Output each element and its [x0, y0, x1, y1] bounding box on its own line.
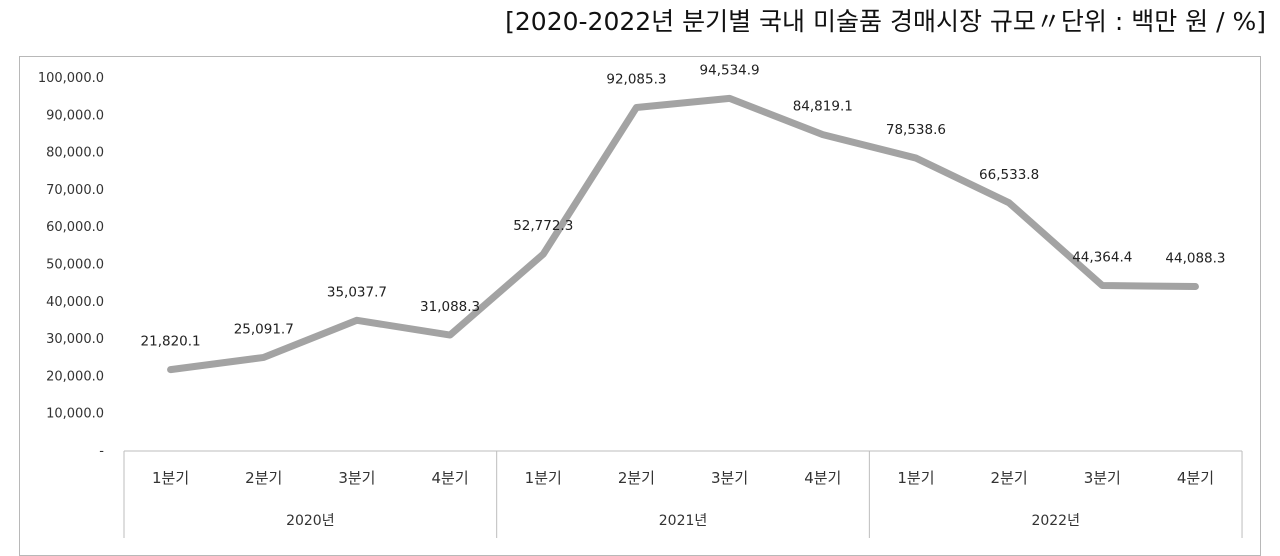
- x-tick-label: 3분기: [711, 469, 748, 487]
- series-line: [171, 98, 1196, 369]
- y-tick-label: 100,000.0: [38, 71, 104, 86]
- y-tick-label: 10,000.0: [46, 407, 104, 422]
- data-label: 21,820.1: [141, 334, 201, 350]
- y-tick-label: 90,000.0: [46, 108, 104, 123]
- y-tick-label: 70,000.0: [46, 183, 104, 198]
- x-tick-label: 1분기: [525, 469, 562, 487]
- data-label: 78,538.6: [886, 122, 946, 138]
- x-tick-label: 2분기: [245, 469, 282, 487]
- data-label: 84,819.1: [793, 99, 853, 115]
- y-tick-label: 50,000.0: [46, 258, 104, 273]
- x-tick-label: 2분기: [618, 469, 655, 487]
- y-tick-label: 80,000.0: [46, 146, 104, 161]
- data-label: 35,037.7: [327, 284, 387, 300]
- y-tick-label: 40,000.0: [46, 295, 104, 310]
- x-tick-label: 3분기: [338, 469, 375, 487]
- x-axis: 1분기 2분기 3분기 4분기 1분기 2분기 3분기 4분기 1분기 2분기 3분기 4분기 2020…: [124, 451, 1242, 538]
- x-group-label: 2020년: [286, 513, 335, 529]
- x-group-label: 2022년: [1031, 513, 1080, 529]
- series: [170, 98, 1195, 369]
- x-tick-label: 4분기: [1177, 469, 1214, 487]
- x-group-label: 2021년: [659, 513, 708, 529]
- x-tick-label: 1분기: [152, 469, 189, 487]
- data-label: 44,088.3: [1165, 251, 1225, 267]
- y-tick-label: 30,000.0: [46, 332, 104, 347]
- y-tick-label: 20,000.0: [46, 369, 104, 384]
- data-label: 31,088.3: [420, 299, 480, 315]
- line-chart: - 10,000.0 20,000.0 30,000.0 40,000.0 50,000.…: [0, 0, 1280, 538]
- data-label: 52,772.3: [513, 218, 573, 234]
- data-label: 92,085.3: [606, 72, 666, 88]
- data-label: 44,364.4: [1072, 250, 1132, 266]
- x-tick-label: 2분기: [991, 469, 1028, 487]
- x-tick-label: 4분기: [432, 469, 469, 487]
- data-label: 66,533.8: [979, 167, 1039, 183]
- y-tick-label: -: [99, 444, 104, 459]
- x-tick-label: 4분기: [804, 469, 841, 487]
- data-label: 94,534.9: [700, 62, 760, 78]
- y-axis: - 10,000.0 20,000.0 30,000.0 40,000.0 50,000.…: [38, 71, 104, 459]
- data-label: 25,091.7: [234, 321, 294, 337]
- x-tick-label: 3분기: [1084, 469, 1121, 487]
- y-tick-label: 60,000.0: [46, 220, 104, 235]
- x-tick-label: 1분기: [897, 469, 934, 487]
